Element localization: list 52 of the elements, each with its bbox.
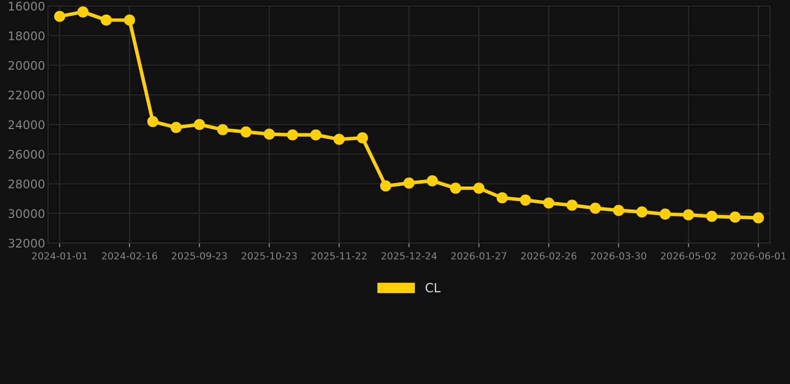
y-tick-label: 30000: [8, 209, 44, 218]
point: [613, 204, 624, 216]
point: [496, 192, 508, 204]
x-tick-label: 2024-01-01: [32, 252, 87, 260]
y-tick-label: 26000: [8, 150, 44, 159]
point: [426, 175, 438, 186]
x-tick-label: 2025-11-22: [312, 252, 366, 260]
point: [706, 210, 718, 222]
legend-label: CL: [426, 282, 441, 292]
x-tick-label: 2026-06-01: [730, 252, 786, 260]
y-tick-label: 32000: [8, 238, 44, 248]
y-tick-label: 20000: [8, 60, 44, 70]
point: [473, 182, 484, 194]
x-tick-label: 2026-05-02: [660, 252, 716, 260]
point: [730, 212, 741, 223]
point: [217, 124, 228, 136]
point: [100, 14, 112, 26]
point: [170, 122, 182, 134]
point: [590, 202, 601, 214]
point: [543, 197, 554, 209]
x-tick-label: 2026-03-30: [591, 252, 646, 260]
y-tick-label: 24000: [8, 120, 44, 130]
point: [147, 116, 158, 128]
point: [77, 6, 88, 18]
point: [334, 134, 345, 145]
point: [264, 128, 275, 140]
point: [124, 14, 136, 26]
x-tick-label: 2025-10-23: [242, 252, 297, 260]
y-tick-label: 28000: [8, 179, 44, 188]
point: [240, 126, 252, 138]
point: [636, 206, 648, 218]
point: [566, 200, 578, 211]
y-tick-label: 18000: [8, 31, 44, 40]
point: [403, 177, 415, 189]
point: [752, 212, 764, 224]
point: [682, 209, 694, 220]
x-tick-label: 2025-09-23: [172, 252, 227, 260]
x-tick-label: 2024-02-16: [102, 252, 158, 260]
y-tick-label: 16000: [8, 2, 44, 11]
point: [194, 118, 205, 130]
point: [310, 129, 322, 140]
point: [286, 129, 298, 140]
x-tick-label: 2026-01-27: [451, 252, 506, 260]
point: [450, 182, 462, 194]
y-tick-label: 22000: [8, 90, 44, 100]
point: [54, 10, 66, 22]
x-tick-label: 2026-02-26: [521, 252, 576, 260]
point: [380, 180, 392, 192]
point: [520, 194, 532, 206]
point: [660, 208, 671, 220]
point: [356, 132, 368, 144]
x-tick-label: 2025-12-24: [381, 252, 437, 260]
